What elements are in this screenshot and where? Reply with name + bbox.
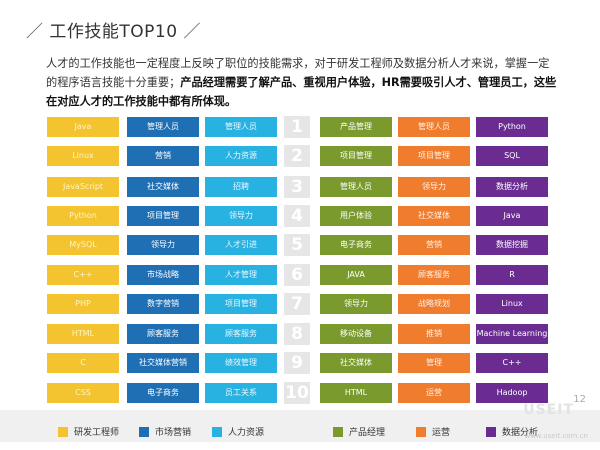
data-skill-cell: 数据分析 [476, 177, 548, 197]
rd-skill-cell: HTML [47, 324, 119, 344]
marketing-skill-cell: 市场战略 [127, 265, 199, 285]
hr-skill-cell: 顾客服务 [205, 324, 277, 344]
ops-skill-cell: 社交媒体 [398, 206, 470, 226]
legend-label-pm: 产品经理 [349, 428, 386, 438]
ops-skill-cell: 运营 [398, 383, 470, 403]
marketing-skill-cell: 领导力 [127, 235, 199, 255]
title-text: 工作技能TOP10 [49, 22, 178, 42]
rank-number: 6 [284, 264, 310, 286]
data-skill-cell: Java [476, 206, 548, 226]
legend-item-hr: 人力资源 [212, 421, 264, 438]
marketing-skill-cell: 项目管理 [127, 206, 199, 226]
marketing-skill-cell: 社交媒体 [127, 177, 199, 197]
rd-skill-cell: Python [47, 206, 119, 226]
intro-bold-text: 产品经理需要了解产品、重视用户体验，HR需要吸引人才、管理员工，这些在对应人才的… [46, 76, 557, 108]
data-skill-cell: 数据挖掘 [476, 235, 548, 255]
pm-skill-cell: 电子商务 [320, 235, 392, 255]
marketing-skill-cell: 数字营销 [127, 294, 199, 314]
pm-skill-cell: JAVA [320, 265, 392, 285]
marketing-skill-cell: 顾客服务 [127, 324, 199, 344]
hr-skill-cell: 员工关系 [205, 383, 277, 403]
page-title: ／ 工作技能TOP10 ／ [26, 17, 201, 42]
legend-swatch-pm [333, 426, 343, 437]
pm-skill-cell: 用户体验 [320, 206, 392, 226]
legend: 研发工程师 市场营销 人力资源 产品经理 运营 数据分析 [0, 410, 600, 442]
rd-skill-cell: CSS [47, 383, 119, 403]
legend-label-hr: 人力资源 [228, 428, 265, 438]
data-skill-cell: Python [476, 117, 548, 137]
rd-skill-cell: Linux [47, 146, 119, 166]
marketing-skill-cell: 营销 [127, 146, 199, 166]
hr-skill-cell: 人力资源 [205, 146, 277, 166]
marketing-skill-cell: 电子商务 [127, 383, 199, 403]
ops-skill-cell: 领导力 [398, 177, 470, 197]
rd-skill-cell: C [47, 353, 119, 373]
legend-swatch-ops [416, 426, 426, 437]
legend-item-rd: 研发工程师 [58, 421, 119, 438]
ops-skill-cell: 顾客服务 [398, 265, 470, 285]
rd-skill-cell: Java [47, 117, 119, 137]
watermark: www.useit.com.cn [524, 432, 588, 440]
rank-number: 5 [284, 234, 310, 256]
legend-swatch-hr [212, 426, 222, 437]
data-skill-cell: Linux [476, 294, 548, 314]
rd-skill-cell: JavaScript [47, 177, 119, 197]
hr-skill-cell: 招聘 [205, 177, 277, 197]
rank-number: 4 [284, 205, 310, 227]
ops-skill-cell: 管理人员 [398, 117, 470, 137]
marketing-skill-cell: 社交媒体营销 [127, 353, 199, 373]
legend-item-marketing: 市场营销 [139, 421, 191, 438]
ops-skill-cell: 战略规划 [398, 294, 470, 314]
title-slash-right: ／ [183, 22, 201, 42]
legend-swatch-marketing [139, 426, 149, 437]
legend-item-data: 数据分析 [486, 421, 538, 438]
data-skill-cell: Machine Learning [476, 324, 548, 344]
pm-skill-cell: 管理人员 [320, 177, 392, 197]
page-number: 12 [573, 394, 586, 405]
intro-paragraph: 人才的工作技能也一定程度上反映了职位的技能需求，对于研发工程师及数据分析人才来说… [46, 54, 560, 111]
legend-label-rd: 研发工程师 [74, 428, 120, 438]
useit-logo: USEIT [523, 402, 574, 418]
hr-skill-cell: 管理人员 [205, 117, 277, 137]
rd-skill-cell: PHP [47, 294, 119, 314]
marketing-skill-cell: 管理人员 [127, 117, 199, 137]
rd-skill-cell: C++ [47, 265, 119, 285]
pm-skill-cell: 移动设备 [320, 324, 392, 344]
title-slash-left: ／ [26, 22, 44, 42]
hr-skill-cell: 绩效管理 [205, 353, 277, 373]
ops-skill-cell: 推销 [398, 324, 470, 344]
data-skill-cell: SQL [476, 146, 548, 166]
rank-number: 9 [284, 352, 310, 374]
legend-item-pm: 产品经理 [333, 421, 385, 438]
data-skill-cell: C++ [476, 353, 548, 373]
ops-skill-cell: 管理 [398, 353, 470, 373]
rank-number: 3 [284, 176, 310, 198]
hr-skill-cell: 人才引进 [205, 235, 277, 255]
legend-swatch-data [486, 426, 496, 437]
legend-label-data: 数据分析 [502, 428, 539, 438]
legend-label-ops: 运营 [432, 428, 451, 438]
legend-label-marketing: 市场营销 [155, 428, 192, 438]
ops-skill-cell: 营销 [398, 235, 470, 255]
rank-number: 7 [284, 293, 310, 315]
pm-skill-cell: 项目管理 [320, 146, 392, 166]
pm-skill-cell: HTML [320, 383, 392, 403]
data-skill-cell: R [476, 265, 548, 285]
pm-skill-cell: 社交媒体 [320, 353, 392, 373]
hr-skill-cell: 领导力 [205, 206, 277, 226]
data-skill-cell: Hadoop [476, 383, 548, 403]
rd-skill-cell: MySQL [47, 235, 119, 255]
hr-skill-cell: 项目管理 [205, 294, 277, 314]
ops-skill-cell: 项目管理 [398, 146, 470, 166]
legend-swatch-rd [58, 426, 68, 437]
rank-number: 2 [284, 145, 310, 167]
rank-number: 1 [284, 116, 310, 138]
intro-normal-text: 人才的工作技能也一定程度上反映了职位的技能需求，对于研发工程师及数据分析人才来说… [46, 57, 550, 89]
pm-skill-cell: 领导力 [320, 294, 392, 314]
hr-skill-cell: 人才管理 [205, 265, 277, 285]
rank-number: 8 [284, 323, 310, 345]
pm-skill-cell: 产品管理 [320, 117, 392, 137]
rank-number: 10 [284, 382, 310, 404]
legend-item-ops: 运营 [416, 421, 450, 438]
